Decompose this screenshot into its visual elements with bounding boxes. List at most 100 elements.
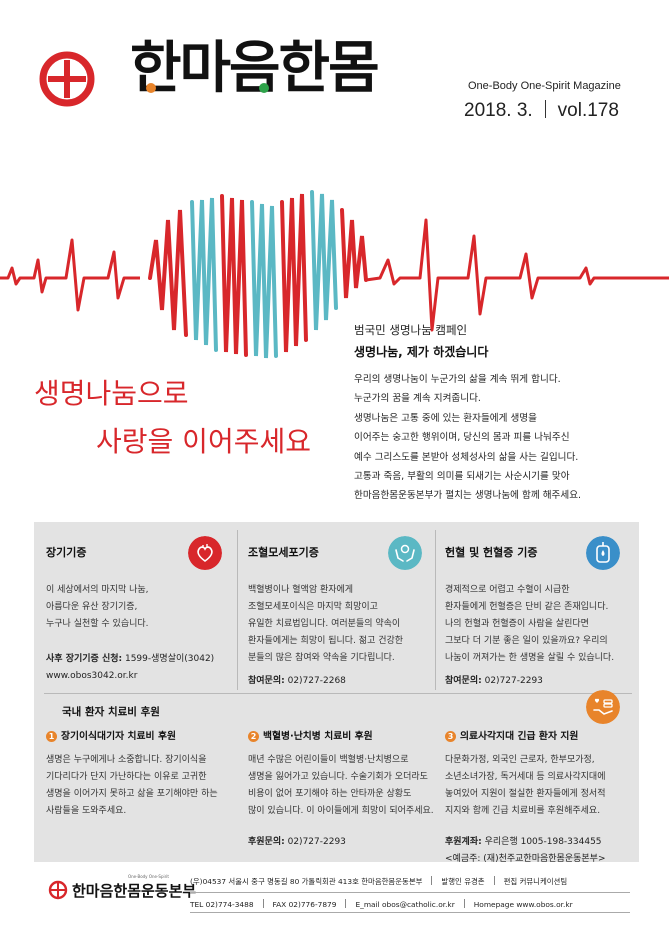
donation-line: 경제적으로 어렵고 수혈이 시급한 [445,585,570,595]
column-divider [435,530,436,690]
footer-logo-small: One-Body One-Spirit [128,874,169,879]
logo-wordmark: 한마음한몸 [130,40,380,96]
heartbeat-heart-graphic [0,190,669,359]
footer-homepage[interactable]: Homepage www.obos.or.kr [473,900,573,909]
donation-body: 백혈병이나 혈액암 환자에게 조혈모세포이식은 마지막 희망이고 유일한 치료법… [248,582,438,667]
donation-line: 백혈병이나 혈액암 환자에게 [248,585,354,595]
contact-label: 참여문의: [445,676,482,686]
panel-divider [44,693,632,694]
donation-contact: 참여문의: 02)727-2268 [248,673,438,690]
donation-body: 경제적으로 어렵고 수혈이 시급한 환자들에게 헌혈증은 단비 같은 존재입니다… [445,582,635,667]
support-line: 기다리다가 단지 가난하다는 이유로 고귀한 [46,772,207,782]
support-line: 비용이 없어 포기해야 하는 안타까운 상황도 [248,789,412,799]
footer-publisher: 유경촌 [464,877,485,886]
donation-title: 조혈모세포기증 [248,546,319,559]
support-line: 생명은 누구에게나 소중합니다. 장기이식을 [46,755,207,765]
donation-line: 분들의 많은 참여와 약속을 기다립니다. [248,653,395,663]
footer-logo-text: 한마음한몸운동본부 [72,882,197,900]
donation-line: 조혈모세포이식은 마지막 희망이고 [248,602,378,612]
support-item-title-text: 장기이식대기자 치료비 후원 [61,731,176,742]
logo-cross-icon [39,51,95,107]
coin-hand-icon [586,690,620,724]
logo-wordmark-text: 한마음한몸 [130,35,380,101]
donation-blood: 헌혈 및 헌혈증 기증 경제적으로 어렵고 수혈이 시급한 환자들에게 헌혈증은… [445,534,635,690]
donation-contact: 사후 장기기증 신청: 1599-생명살이(3042) www.obos3042… [46,651,236,685]
footer-divider [190,912,630,913]
support-item-title-text: 백혈병·난치병 치료비 후원 [263,731,373,742]
column-divider [237,530,238,690]
campaign-line: 고통과 죽음, 부활의 의미를 되새기는 사순시기를 맞아 [354,471,570,483]
donation-contact: 참여문의: 02)727-2293 [445,673,635,690]
campaign-line: 한마음한몸운동본부가 펼치는 생명나눔에 함께 해주세요. [354,490,582,502]
donation-line: 나눔이 꺼져가는 한 생명을 살릴 수 있습니다. [445,653,615,663]
support-line: 매년 수많은 어린이들이 백혈병·난치병으로 [248,755,409,765]
footer-email[interactable]: E_mail obos@catholic.or.kr [355,900,455,909]
campaign-body: 우리의 생명나눔이 누군가의 삶을 계속 뛰게 합니다. 누군가의 꿈을 계속 … [354,370,654,506]
support-item-body: 다문화가정, 외국인 근로자, 한부모가정, 소년소녀가장, 독거세대 등 의료… [445,752,640,820]
contact-value: 1599-생명살이(3042) [124,654,215,664]
magazine-name: One-Body One-Spirit Magazine [468,80,621,92]
footer-publisher-label: 발행인 [441,877,462,886]
support-line: 생명을 잃어가고 있습니다. 수술기회가 오더라도 [248,772,428,782]
contact-label: 후원계좌: [445,837,482,847]
support-medical-blindspot: 3 의료사각지대 긴급 환자 지원 다문화가정, 외국인 근로자, 한부모가정, … [445,728,640,868]
support-line: 사람들을 도와주세요. [46,806,127,816]
support-item-body: 매년 수많은 어린이들이 백혈병·난치병으로 생명을 잃어가고 있습니다. 수술… [248,752,443,820]
contact-label: 사후 장기기증 신청: [46,654,123,664]
support-line: 놓여있어 지원이 절실한 환자들에게 정서적 [445,789,606,799]
footer-address: (우)04537 서울시 중구 명동길 80 가톨릭회관 413호 한마음한몸운… [190,877,423,886]
support-line: 지지와 함께 긴급 치료비를 후원해주세요. [445,806,601,816]
campaign-line: 예수 그리스도를 본받아 성체성사의 삶을 사는 길입니다. [354,451,579,463]
donation-line: 그보다 더 기분 좋은 일이 있을까요? 우리의 [445,636,608,646]
issue-divider [544,100,546,118]
footer-sep [463,899,465,908]
footer-info-row: (우)04537 서울시 중구 명동길 80 가톨릭회관 413호 한마음한몸운… [190,876,630,887]
support-title: 국내 환자 치료비 후원 [62,706,160,718]
donation-line: 이 세상에서의 마지막 나눔, [46,585,149,595]
support-line: 다문화가정, 외국인 근로자, 한부모가정, [445,755,595,765]
donation-line: 나의 헌혈과 헌혈증이 사람을 살린다면 [445,619,589,629]
contact-label: 참여문의: [248,676,285,686]
footer-sep [431,876,433,885]
donation-line: 환자들에게 헌혈증은 단비 같은 존재입니다. [445,602,609,612]
footer-tel: TEL 02)774-3488 [190,900,254,909]
contact-value: 우리은행 1005-198-334455 [484,837,602,847]
footer-sep [345,899,347,908]
slogan-line-1: 생명나눔으로 [34,377,189,410]
donation-title: 헌혈 및 헌혈증 기증 [445,546,538,559]
support-item-title: 3 의료사각지대 긴급 환자 지원 [445,728,640,742]
campaign-title: 생명나눔, 제가 하겠습니다 [354,345,489,359]
donation-line: 유일한 치료법입니다. 여러분들의 약속이 [248,619,401,629]
support-organ-waitlist: 1 장기이식대기자 치료비 후원 생명은 누구에게나 소중합니다. 장기이식을 기… [46,728,241,820]
contact-value: 02)727-2293 [287,837,346,847]
footer-contact-row: TEL 02)774-3488 FAX 02)776-7879 E_mail obo… [190,899,630,909]
support-item-body: 생명은 누구에게나 소중합니다. 장기이식을 기다리다가 단지 가난하다는 이유… [46,752,241,820]
footer-editor: 커뮤니케이션팀 [519,877,568,886]
footer-editor-label: 편집 [503,877,518,886]
heart-stripes [148,190,368,359]
donation-organ: 장기기증 이 세상에서의 마지막 나눔, 아름다운 유산 장기기증, 누구나 실… [46,534,236,685]
heart-icon [188,536,222,570]
donation-title: 장기기증 [46,546,87,559]
issue-date: 2018. 3. [464,100,533,121]
campaign-line: 이어주는 숭고한 행위이며, 당신의 몸과 피를 나눠주신 [354,432,570,444]
donation-line: 누구나 실천할 수 있습니다. [46,619,149,629]
support-line: 생명을 이어가지 못하고 삶을 포기해야만 하는 [46,789,218,799]
campaign-subtitle: 범국민 생명나눔 캠페인 [354,323,468,337]
support-number-badge: 3 [445,731,456,742]
campaign-line: 우리의 생명나눔이 누군가의 삶을 계속 뛰게 합니다. [354,374,561,385]
footer-divider [190,892,630,893]
hands-icon [388,536,422,570]
support-number-badge: 1 [46,731,57,742]
issue-volume: vol.178 [557,100,619,121]
campaign-line: 누군가의 꿈을 계속 지켜줍니다. [354,393,481,405]
donation-body: 이 세상에서의 마지막 나눔, 아름다운 유산 장기기증, 누구나 실천할 수 … [46,582,236,633]
contact-url[interactable]: www.obos3042.or.kr [46,671,138,681]
support-item-title-text: 의료사각지대 긴급 환자 지원 [460,731,579,742]
footer-cross-icon [48,880,68,900]
support-line: 소년소녀가장, 독거세대 등 의료사각지대에 [445,772,606,782]
support-leukemia: 2 백혈병·난치병 치료비 후원 매년 수많은 어린이들이 백혈병·난치병으로 생… [248,728,443,851]
info-panel [34,522,639,862]
support-contact: 후원계좌: 우리은행 1005-198-334455 <예금주: (재)천주교한… [445,834,640,868]
contact-value: 02)727-2268 [287,676,346,686]
